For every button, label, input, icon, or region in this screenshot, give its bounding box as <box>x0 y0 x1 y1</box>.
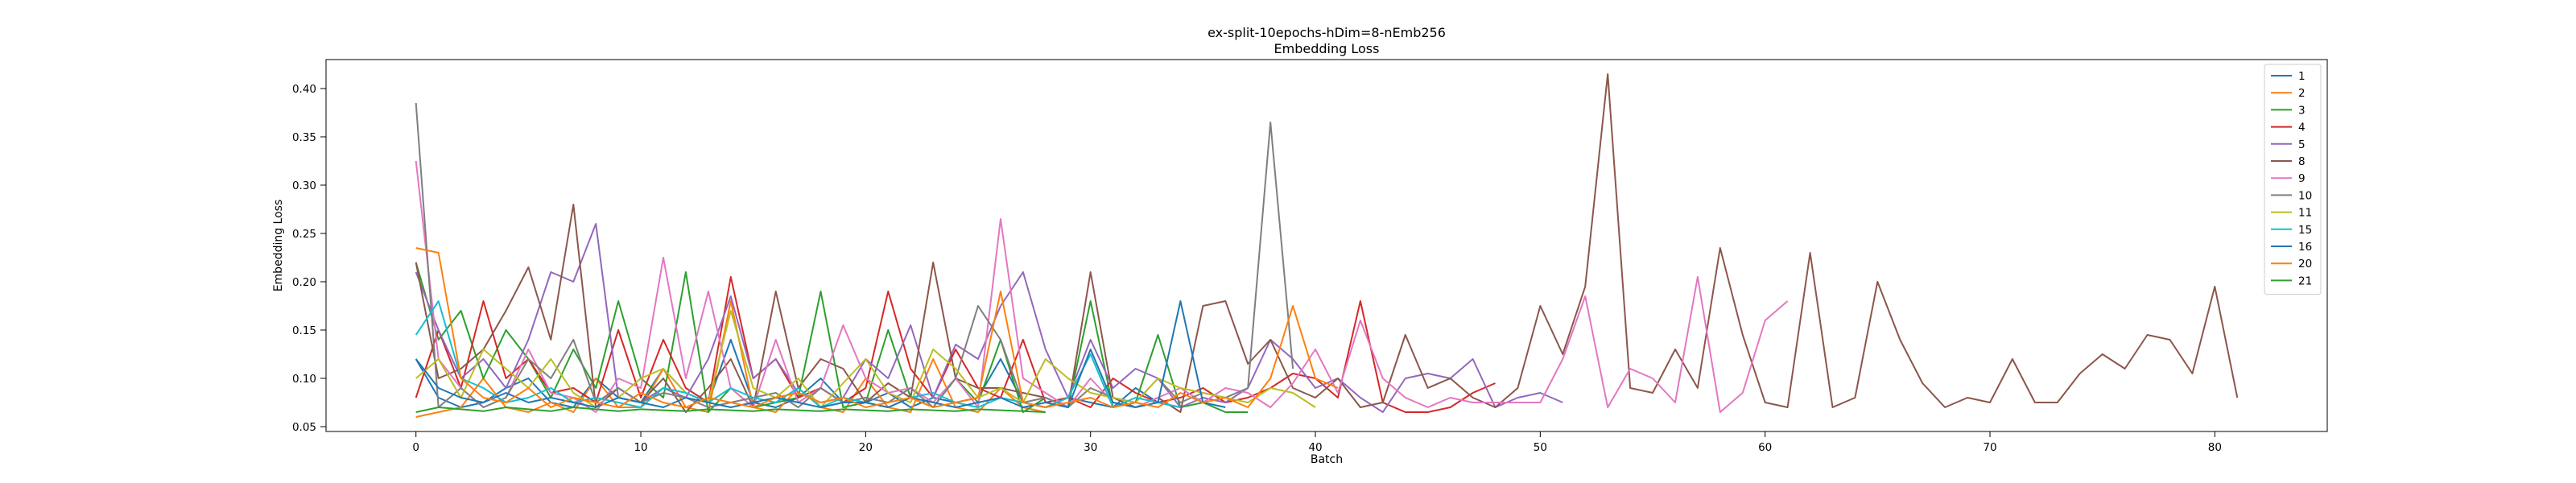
x-tick-label: 0 <box>412 441 419 454</box>
x-axis-label: Batch <box>1311 453 1343 466</box>
x-tick-label: 80 <box>2208 441 2222 454</box>
legend-label: 11 <box>2298 207 2312 220</box>
chart-subtitle: Embedding Loss <box>1274 41 1380 56</box>
legend-label: 8 <box>2298 155 2306 168</box>
x-tick-label: 60 <box>1758 441 1772 454</box>
chart-title: ex-split-10epochs-hDim=8-nEmb256 <box>1208 25 1446 40</box>
y-tick-label: 0.15 <box>292 324 316 337</box>
y-tick-label: 0.25 <box>292 228 316 241</box>
legend-label: 5 <box>2298 138 2306 151</box>
y-axis-label: Embedding Loss <box>272 200 285 292</box>
legend-label: 15 <box>2298 224 2312 237</box>
y-tick-label: 0.05 <box>292 421 316 434</box>
legend-label: 20 <box>2298 258 2312 270</box>
y-tick-label: 0.10 <box>292 373 316 386</box>
plot-frame <box>325 59 2328 432</box>
legend-label: 16 <box>2298 241 2312 254</box>
series-layer <box>415 73 2239 418</box>
x-tick-label: 40 <box>1308 441 1322 454</box>
y-tick-label: 0.30 <box>292 180 316 192</box>
x-axis: 0 10 20 30 40 50 60 70 80 <box>412 431 2222 454</box>
x-tick-label: 30 <box>1084 441 1097 454</box>
legend: 1 2 3 4 5 8 9 10 11 15 16 20 21 <box>2264 64 2322 295</box>
y-tick-label: 0.20 <box>292 276 316 289</box>
series-line-8 <box>415 73 2239 413</box>
legend-label: 4 <box>2298 122 2306 134</box>
legend-label: 9 <box>2298 172 2306 185</box>
series-line-2 <box>415 300 1046 418</box>
series-line-9 <box>415 160 1789 413</box>
legend-label: 3 <box>2298 104 2306 117</box>
legend-label: 10 <box>2298 189 2312 202</box>
legend-label: 1 <box>2298 70 2306 83</box>
legend-label: 21 <box>2298 275 2312 287</box>
series-line-16 <box>415 300 1226 408</box>
legend-label: 2 <box>2298 87 2306 100</box>
legend-box <box>2264 64 2322 295</box>
y-axis: 0.05 0.10 0.15 0.20 0.25 0.30 0.35 0.40 <box>292 83 326 434</box>
series-line-21 <box>415 407 1046 413</box>
x-tick-label: 70 <box>1983 441 1996 454</box>
series-line-20 <box>415 247 1339 408</box>
series-line-10 <box>415 102 1294 408</box>
x-tick-label: 20 <box>859 441 873 454</box>
y-tick-label: 0.35 <box>292 131 316 144</box>
x-tick-label: 10 <box>634 441 647 454</box>
x-tick-label: 50 <box>1534 441 1547 454</box>
y-tick-label: 0.40 <box>292 83 316 96</box>
series-line-11 <box>415 310 1316 408</box>
